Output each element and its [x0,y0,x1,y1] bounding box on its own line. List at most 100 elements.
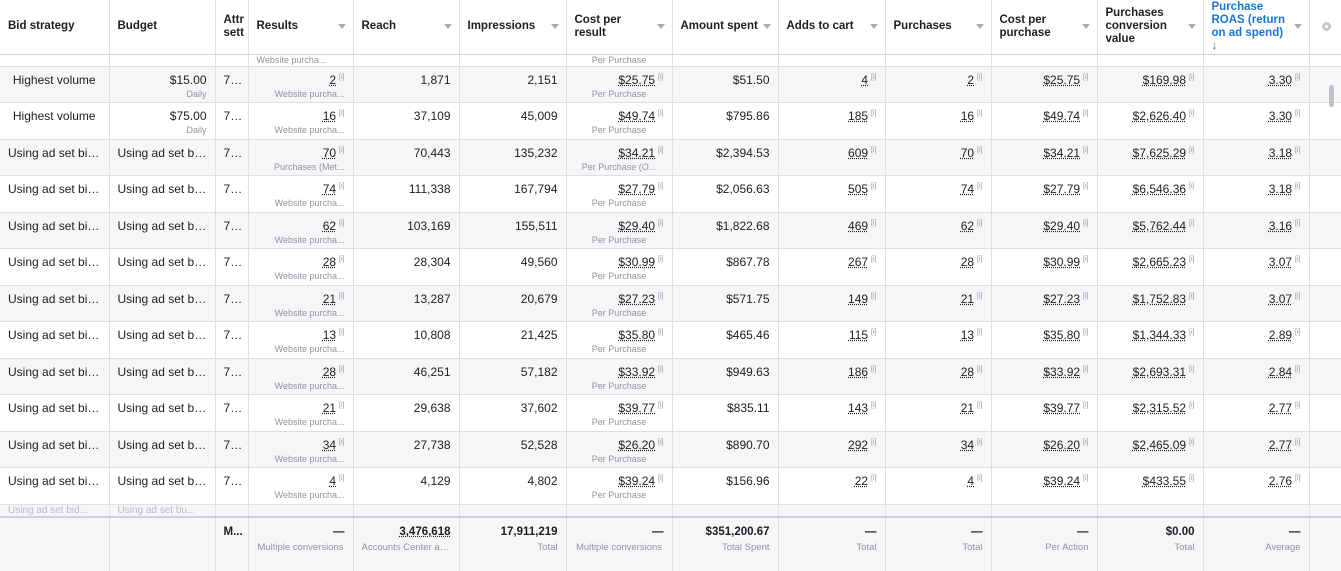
info-icon[interactable] [977,110,982,117]
budget-cell[interactable]: Using ad set bu... [109,431,216,468]
chevron-down-icon[interactable] [1187,24,1196,29]
roas-cell[interactable]: 2.84 [1203,358,1310,395]
results-cell[interactable]: 4Website purcha... [248,467,354,505]
purchases-cell[interactable]: 16 [885,102,992,140]
adds-to-cart-cell[interactable]: 115 [778,321,886,359]
budget-cell[interactable]: $75.00 Daily [109,102,216,140]
info-icon[interactable] [658,329,663,336]
conversion-value-cell[interactable]: $1,344.33 [1097,321,1204,359]
conversion-value-cell[interactable]: $2,693.31 [1097,358,1204,395]
info-icon[interactable] [1189,402,1194,409]
col-header-amount-spent[interactable]: Amount spent [672,0,779,55]
info-icon[interactable] [871,110,876,117]
adds-to-cart-cell[interactable]: 4 [778,66,886,103]
purchases-cell[interactable]: 34 [885,431,992,468]
cost-per-purchase-cell[interactable]: $39.77 [991,394,1098,432]
info-icon[interactable] [977,293,982,300]
conversion-value-cell[interactable]: $1,752.83 [1097,285,1204,322]
info-icon[interactable] [658,475,663,482]
info-icon[interactable] [658,256,663,263]
cost-per-result-cell[interactable]: $27.23Per Purchase [566,285,673,322]
results-cell[interactable]: 21Website purcha... [248,285,354,322]
info-icon[interactable] [1295,110,1300,117]
results-cell[interactable]: 28Website purcha... [248,248,354,286]
info-icon[interactable] [1189,475,1194,482]
cost-per-purchase-cell[interactable]: $27.79 [991,175,1098,213]
info-icon[interactable] [871,183,876,190]
info-icon[interactable] [1189,329,1194,336]
conversion-value-cell[interactable]: $2,665.23 [1097,248,1204,286]
cost-per-purchase-cell[interactable]: $39.24 [991,467,1098,505]
roas-cell[interactable]: 2.76 [1203,467,1310,505]
cost-per-result-cell[interactable]: $39.77Per Purchase [566,394,673,432]
info-icon[interactable] [1295,183,1300,190]
table-row[interactable]: Using ad set bid... Using ad set bu... 7-c… [0,139,1341,176]
info-icon[interactable] [977,402,982,409]
col-header-impressions[interactable]: Impressions [459,0,567,55]
results-cell[interactable]: 34Website purcha... [248,431,354,468]
chevron-down-icon[interactable] [656,24,665,29]
budget-cell[interactable]: Using ad set bu... [109,285,216,322]
col-header-budget[interactable]: Budget [109,0,216,55]
cost-per-purchase-cell[interactable]: $25.75 [991,66,1098,103]
adds-to-cart-cell[interactable]: 186 [778,358,886,395]
adds-to-cart-cell[interactable]: 505 [778,175,886,213]
results-cell[interactable]: 21Website purcha... [248,394,354,432]
purchases-cell[interactable]: 70 [885,139,992,176]
info-icon[interactable] [871,366,876,373]
adds-to-cart-cell[interactable]: 143 [778,394,886,432]
info-icon[interactable] [1295,366,1300,373]
results-cell[interactable]: 62Website purcha... [248,212,354,249]
purchases-cell[interactable]: 28 [885,358,992,395]
info-icon[interactable] [658,147,663,154]
conversion-value-cell[interactable]: $5,762.44 [1097,212,1204,249]
info-icon[interactable] [977,475,982,482]
info-icon[interactable] [977,439,982,446]
budget-cell[interactable]: Using ad set bu... [109,358,216,395]
info-icon[interactable] [339,147,344,154]
results-cell[interactable]: 2Website purcha... [248,66,354,103]
cost-per-purchase-cell[interactable]: $26.20 [991,431,1098,468]
table-row[interactable]: Using ad set bid... Using ad set bu... 7-c… [0,321,1341,359]
info-icon[interactable] [1189,220,1194,227]
info-icon[interactable] [658,366,663,373]
info-icon[interactable] [871,329,876,336]
info-icon[interactable] [1083,183,1088,190]
col-header-purchases[interactable]: Purchases [885,0,992,55]
info-icon[interactable] [339,402,344,409]
info-icon[interactable] [1189,439,1194,446]
info-icon[interactable] [1295,293,1300,300]
info-icon[interactable] [1189,74,1194,81]
budget-cell[interactable]: $15.00 Daily [109,66,216,103]
budget-cell[interactable]: Using ad set bu... [109,175,216,213]
info-icon[interactable] [1189,110,1194,117]
col-header-adds-to-cart[interactable]: Adds to cart [778,0,886,55]
budget-cell[interactable]: Using ad set bu... [109,139,216,176]
conversion-value-cell[interactable]: $2,465.09 [1097,431,1204,468]
chevron-down-icon[interactable] [337,24,346,29]
col-header-reach[interactable]: Reach [353,0,460,55]
chevron-down-icon[interactable] [869,24,878,29]
info-icon[interactable] [658,183,663,190]
results-cell[interactable]: 16Website purcha... [248,102,354,140]
info-icon[interactable] [871,402,876,409]
info-icon[interactable] [339,439,344,446]
budget-cell[interactable]: Using ad set bu... [109,467,216,505]
info-icon[interactable] [339,293,344,300]
roas-cell[interactable]: 3.30 [1203,102,1310,140]
info-icon[interactable] [1189,366,1194,373]
cost-per-result-cell[interactable]: $33.92Per Purchase [566,358,673,395]
conversion-value-cell[interactable]: $2,315.52 [1097,394,1204,432]
info-icon[interactable] [1083,439,1088,446]
adds-to-cart-cell[interactable]: 185 [778,102,886,140]
col-header-attribution-setting[interactable]: Attr sett [215,0,249,55]
chevron-down-icon[interactable] [762,24,771,29]
info-icon[interactable] [977,147,982,154]
table-row[interactable]: Using ad set bid... Using ad set bu... 7-c… [0,175,1341,213]
vertical-scrollbar[interactable] [1329,85,1334,107]
column-settings-cell[interactable] [1309,0,1341,55]
cost-per-result-cell[interactable]: $27.79Per Purchase [566,175,673,213]
add-column-icon[interactable] [1321,22,1331,31]
info-icon[interactable] [658,439,663,446]
